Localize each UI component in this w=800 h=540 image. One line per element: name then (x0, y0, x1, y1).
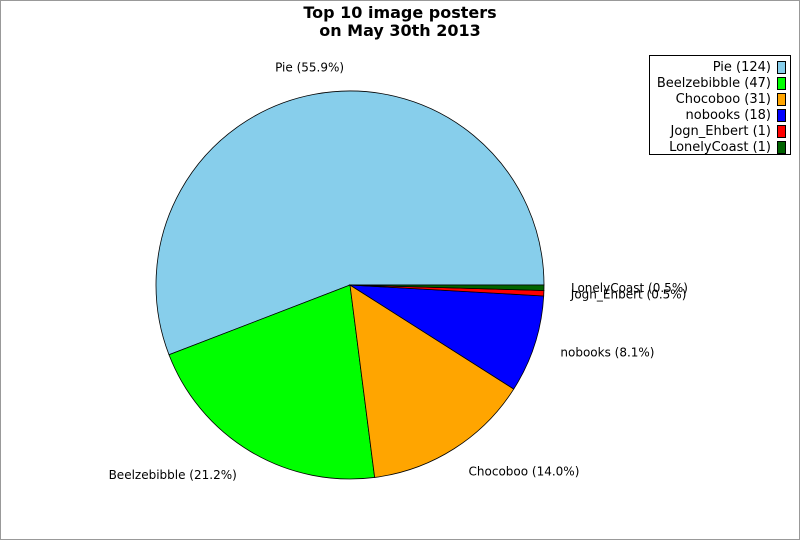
slice-label-chocoboo: Chocoboo (14.0%) (469, 465, 580, 479)
slice-label-jogn-ehbert: Jogn_Ehbert (0.5%) (570, 287, 687, 301)
legend-label: Pie (124) (712, 59, 771, 75)
pie-slice-nobooks (348, 284, 545, 390)
legend-swatch (777, 92, 786, 106)
pie-slice-lonelycoast (349, 284, 545, 291)
legend-swatch (777, 124, 786, 138)
chart-legend: Pie (124) Beelzebibble (47) Chocoboo (31) n… (649, 55, 791, 155)
legend-label: LonelyCoast (1) (669, 139, 771, 155)
legend-swatch (777, 140, 786, 154)
legend-swatch (777, 108, 786, 122)
legend-item-lonelycoast: LonelyCoast (1) (669, 139, 786, 155)
legend-item-beelzebibble: Beelzebibble (47) (657, 75, 786, 91)
slice-label-lonelycoast: LonelyCoast (0.5%) (571, 281, 688, 295)
slice-label-pie: Pie (55.9%) (275, 61, 344, 75)
slice-label-beelzebibble: Beelzebibble (21.2%) (109, 468, 237, 482)
slice-label-nobooks: nobooks (8.1%) (560, 346, 654, 360)
legend-label: Chocoboo (31) (675, 91, 771, 107)
legend-label: Beelzebibble (47) (656, 75, 771, 91)
legend-label: Jogn_Ehbert (1) (670, 123, 771, 139)
legend-label: nobooks (18) (685, 107, 771, 123)
legend-swatch (777, 76, 786, 90)
pie-slice-pie (155, 90, 545, 356)
legend-swatch (777, 60, 786, 74)
legend-item-chocoboo: Chocoboo (31) (676, 91, 786, 107)
pie-slice-beelzebibble (168, 284, 376, 480)
legend-item-pie: Pie (124) (713, 59, 786, 75)
legend-item-jogn-ehbert: Jogn_Ehbert (1) (671, 123, 786, 139)
chart-title-line-1: Top 10 image posters (303, 3, 497, 22)
pie-slice-chocoboo (349, 284, 515, 478)
legend-item-nobooks: nobooks (18) (686, 107, 786, 123)
chart-title-line-2: on May 30th 2013 (319, 21, 481, 40)
